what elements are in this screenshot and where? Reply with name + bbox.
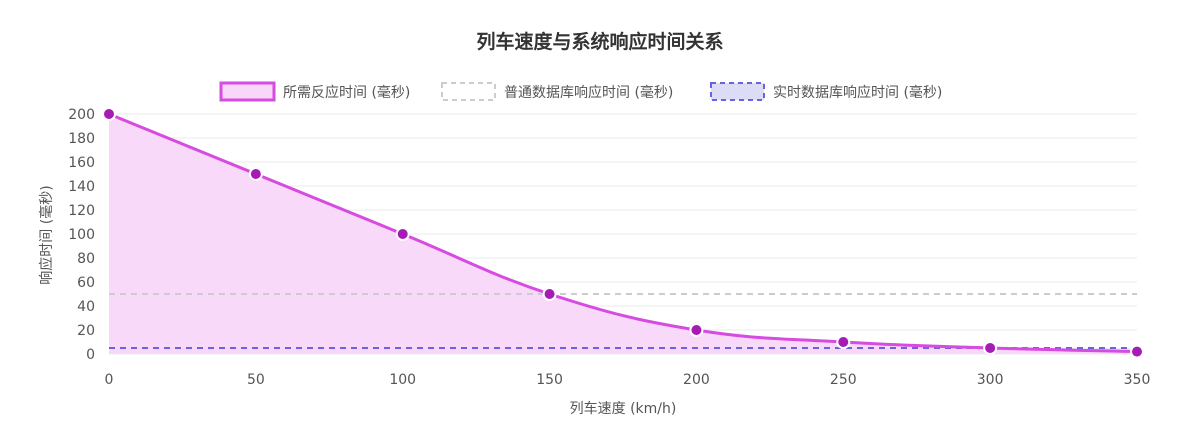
legend-label-required: 所需反应时间 (毫秒) bbox=[283, 84, 410, 101]
chart-title: 列车速度与系统响应时间关系 bbox=[476, 30, 723, 53]
y-tick-label: 200 bbox=[68, 107, 95, 123]
data-point[interactable] bbox=[983, 341, 998, 355]
y-tick-label: 120 bbox=[68, 203, 95, 219]
legend-item-required[interactable]: 所需反应时间 (毫秒) bbox=[219, 81, 410, 102]
x-tick-label: 250 bbox=[830, 372, 857, 388]
y-tick-label: 80 bbox=[77, 251, 95, 267]
legend-swatch-normal-db bbox=[441, 82, 496, 101]
data-point[interactable] bbox=[248, 167, 263, 181]
x-tick-label: 350 bbox=[1124, 372, 1151, 388]
data-point[interactable] bbox=[102, 107, 116, 121]
x-tick-label: 50 bbox=[247, 372, 265, 388]
x-tick-label: 0 bbox=[105, 372, 114, 388]
series-line-required bbox=[108, 112, 1138, 354]
y-tick-label: 20 bbox=[77, 323, 95, 339]
legend-label-normal-db: 普通数据库响应时间 (毫秒) bbox=[504, 84, 673, 101]
point-layer bbox=[102, 107, 1144, 359]
data-point[interactable] bbox=[1130, 344, 1144, 359]
data-point[interactable] bbox=[542, 287, 557, 301]
x-axis-ticks: 0 50 100 150 200 250 300 350 bbox=[105, 372, 1151, 388]
y-tick-label: 100 bbox=[68, 227, 95, 243]
x-tick-label: 300 bbox=[977, 372, 1004, 388]
y-axis-ticks: 0 20 40 60 80 100 120 140 160 180 200 bbox=[68, 107, 95, 363]
x-tick-label: 100 bbox=[389, 372, 416, 388]
legend: 所需反应时间 (毫秒) 普通数据库响应时间 (毫秒) 实时数据库响应时间 (毫秒… bbox=[219, 81, 942, 102]
y-tick-label: 140 bbox=[68, 179, 95, 195]
x-tick-label: 200 bbox=[683, 372, 710, 388]
y-tick-label: 60 bbox=[77, 275, 95, 291]
y-tick-label: 0 bbox=[86, 347, 95, 363]
y-tick-label: 40 bbox=[77, 299, 95, 315]
x-tick-label: 150 bbox=[536, 372, 563, 388]
data-point[interactable] bbox=[836, 335, 851, 349]
x-axis-label: 列车速度 (km/h) bbox=[570, 400, 677, 417]
data-point[interactable] bbox=[395, 227, 410, 241]
legend-swatch-required bbox=[219, 81, 276, 102]
y-axis-label: 响应时间 (毫秒) bbox=[38, 185, 55, 284]
line-layer bbox=[108, 112, 1138, 354]
data-point[interactable] bbox=[689, 323, 704, 337]
y-tick-label: 180 bbox=[68, 131, 95, 147]
legend-item-normal-db[interactable]: 普通数据库响应时间 (毫秒) bbox=[441, 82, 673, 101]
legend-label-realtime-db: 实时数据库响应时间 (毫秒) bbox=[773, 84, 942, 101]
legend-swatch-realtime-db bbox=[710, 82, 765, 101]
legend-item-realtime-db[interactable]: 实时数据库响应时间 (毫秒) bbox=[710, 82, 942, 101]
y-tick-label: 160 bbox=[68, 155, 95, 171]
